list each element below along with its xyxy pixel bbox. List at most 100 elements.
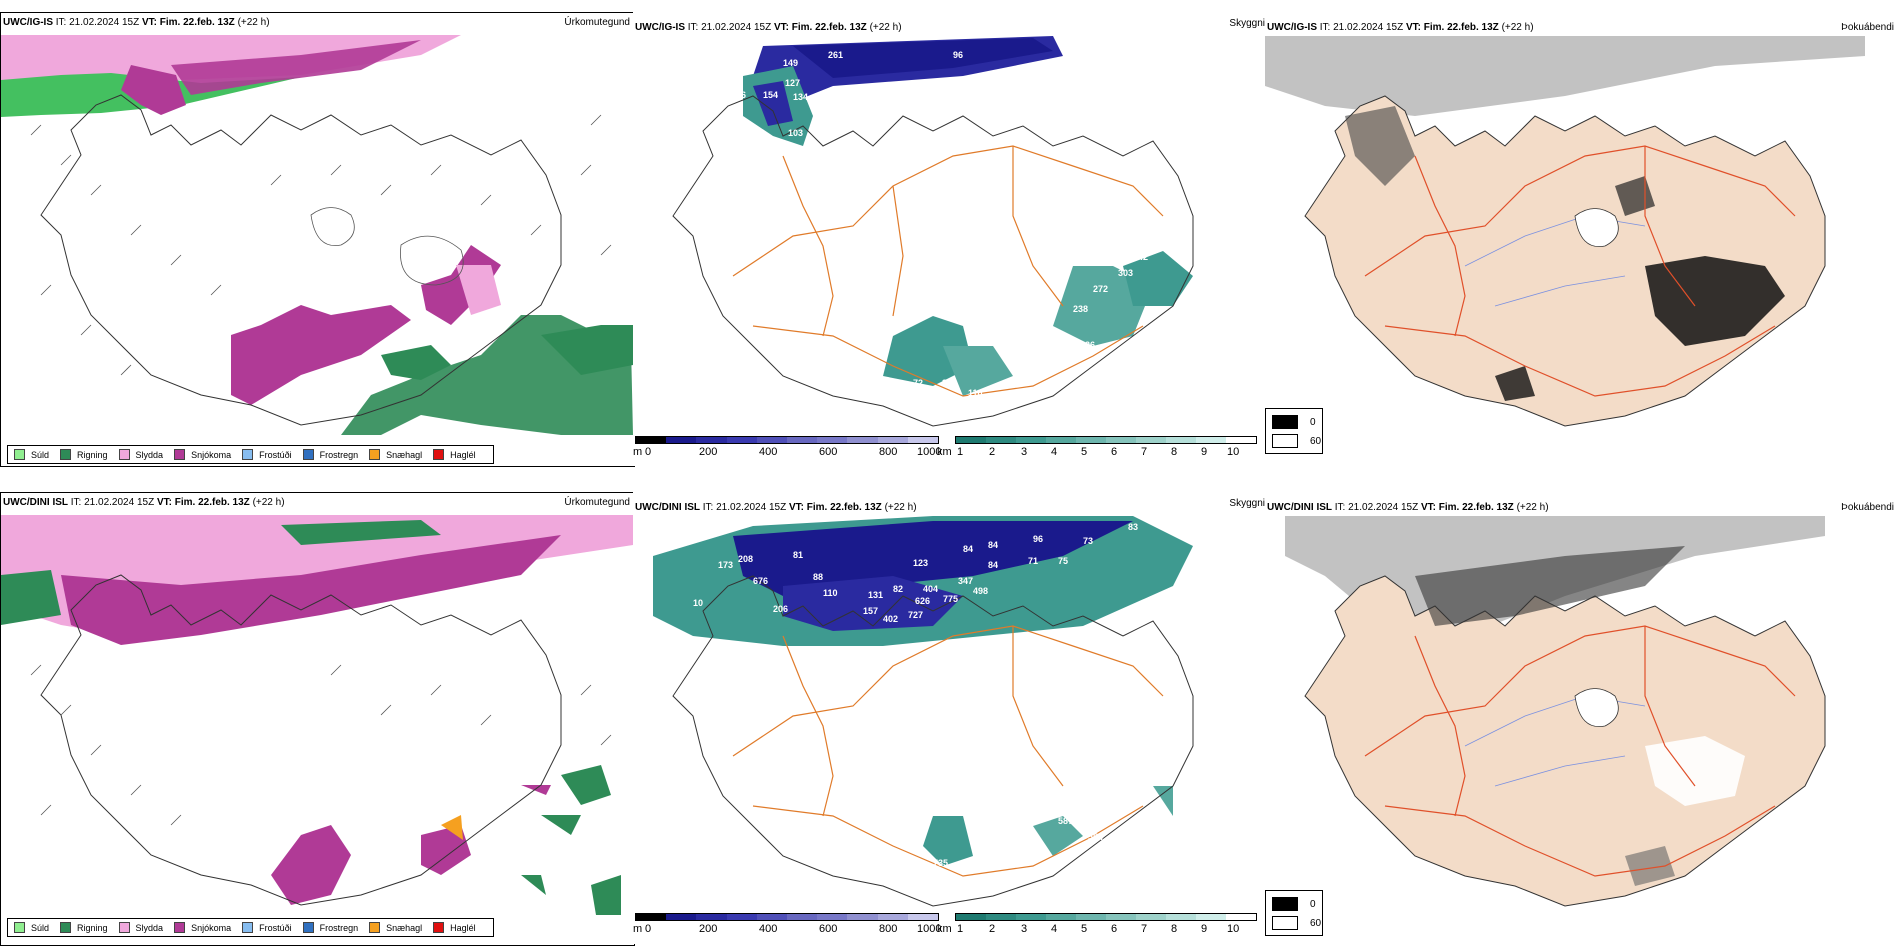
svg-text:173: 173 <box>718 560 733 570</box>
tick: 800 <box>879 446 898 458</box>
legend-item: Frostregn <box>302 449 358 460</box>
visibility-legend: 0 60 <box>1265 890 1323 936</box>
legend-item: Snæhagl <box>369 449 422 460</box>
legend-item: Snjókoma <box>174 449 231 460</box>
height-unit: m <box>633 923 643 935</box>
tick: 7 <box>1141 446 1148 458</box>
tick: 1 <box>957 446 964 458</box>
legend-item: Slydda <box>118 449 163 460</box>
height-colorbar: m 0 200 400 600 800 1000 <box>633 913 943 943</box>
svg-text:554: 554 <box>1088 832 1103 842</box>
svg-text:110: 110 <box>823 588 838 598</box>
svg-text:88: 88 <box>813 572 823 582</box>
legend-item: Haglél <box>433 922 476 933</box>
km-unit: km <box>937 923 952 935</box>
height-colorbar: m 0 200 400 600 800 1000 <box>633 436 943 466</box>
panel-name: Skyggni <box>1229 498 1265 509</box>
height-unit: m <box>633 446 643 458</box>
svg-text:84: 84 <box>988 560 998 570</box>
legend-item: Rigning <box>60 922 108 933</box>
tick: 4 <box>1051 446 1058 458</box>
tick: 400 <box>759 923 778 935</box>
precip-legend: Súld Rigning Slydda Snjókoma Frostúði Fr… <box>7 445 494 464</box>
svg-text:332: 332 <box>942 378 957 388</box>
tick: 600 <box>819 923 838 935</box>
svg-text:347: 347 <box>958 576 973 586</box>
tick: 0 <box>645 923 652 935</box>
panel-precip-type-bottom: UWC/DINI ISL IT: 21.02.2024 15Z VT: Fim.… <box>0 492 635 946</box>
tick: 600 <box>819 446 838 458</box>
panel-name: Úrkomutegund <box>564 17 630 28</box>
svg-text:73: 73 <box>1083 536 1093 546</box>
tick: 9 <box>1201 446 1208 458</box>
svg-text:303: 303 <box>1118 268 1133 278</box>
tick: 8 <box>1171 923 1178 935</box>
legend-item: Snjókoma <box>174 922 231 933</box>
tick: 200 <box>699 446 718 458</box>
tick: 10 <box>1227 923 1240 935</box>
legend-item: Frostúði <box>242 922 292 933</box>
km-unit: km <box>937 446 952 458</box>
panel-cloudbase-bottom: UWC/DINI ISL IT: 21.02.2024 15Z VT: Fim.… <box>1265 492 1900 944</box>
legend-item: Frostúði <box>242 449 292 460</box>
svg-text:775: 775 <box>943 594 958 604</box>
panel-title: UWC/IG-IS IT: 21.02.2024 15Z VT: Fim. 22… <box>3 17 270 28</box>
svg-text:123: 123 <box>913 558 928 568</box>
tick: 10 <box>1227 446 1240 458</box>
tick: 1 <box>957 923 964 935</box>
svg-text:157: 157 <box>863 606 878 616</box>
panel-title: UWC/DINI ISL IT: 21.02.2024 15Z VT: Fim.… <box>3 497 285 508</box>
tick: 6 <box>1111 446 1118 458</box>
svg-text:96: 96 <box>953 50 963 60</box>
tick: 2 <box>989 446 996 458</box>
tick: 0 <box>645 446 652 458</box>
svg-text:676: 676 <box>753 576 768 586</box>
panel-name: Þokuábendi <box>1841 502 1894 513</box>
legend-item: Rigning <box>60 449 108 460</box>
svg-text:208: 208 <box>738 554 753 564</box>
svg-text:84: 84 <box>988 540 998 550</box>
panel-precip-type-top: UWC/IG-IS IT: 21.02.2024 15Z VT: Fim. 22… <box>0 12 635 467</box>
svg-text:131: 131 <box>868 590 883 600</box>
svg-text:127: 127 <box>785 78 800 88</box>
svg-text:91: 91 <box>1153 516 1163 524</box>
cloudbase-map <box>1265 36 1895 466</box>
legend-item: Haglél <box>433 449 476 460</box>
panel-title: UWC/DINI ISL IT: 21.02.2024 15Z VT: Fim.… <box>1267 502 1549 513</box>
svg-text:342: 342 <box>1133 252 1148 262</box>
svg-text:96: 96 <box>736 90 746 100</box>
svg-text:261: 261 <box>828 50 843 60</box>
svg-text:158: 158 <box>983 395 998 405</box>
svg-text:134: 134 <box>793 92 808 102</box>
visibility-legend: 0 60 <box>1265 408 1323 454</box>
svg-text:82: 82 <box>893 584 903 594</box>
precip-map <box>1 515 633 915</box>
precip-legend: Súld Rigning Slydda Snjókoma Frostúði Fr… <box>7 918 494 937</box>
tick: 7 <box>1141 923 1148 935</box>
svg-text:81: 81 <box>793 550 803 560</box>
tick: 400 <box>759 446 778 458</box>
tick: 5 <box>1081 446 1088 458</box>
svg-text:72: 72 <box>913 378 923 388</box>
tick: 4 <box>1051 923 1058 935</box>
svg-text:326: 326 <box>1080 340 1095 350</box>
svg-text:402: 402 <box>883 614 898 624</box>
svg-text:110: 110 <box>968 388 983 398</box>
km-colorbar: km 1 2 3 4 5 6 7 8 9 10 <box>937 436 1265 466</box>
tick: 800 <box>879 923 898 935</box>
svg-text:84: 84 <box>963 544 973 554</box>
km-colorbar: km 1 2 3 4 5 6 7 8 9 10 <box>937 913 1265 943</box>
svg-text:71: 71 <box>1028 556 1038 566</box>
panel-cloudbase-top: UWC/IG-IS IT: 21.02.2024 15Z VT: Fim. 22… <box>1265 12 1900 466</box>
svg-text:154: 154 <box>763 90 778 100</box>
svg-text:404: 404 <box>923 584 938 594</box>
legend-item: Frostregn <box>302 922 358 933</box>
panel-title: UWC/IG-IS IT: 21.02.2024 15Z VT: Fim. 22… <box>635 22 902 33</box>
panel-visibility-bottom: UWC/DINI ISL IT: 21.02.2024 15Z VT: Fim.… <box>633 492 1265 944</box>
legend-item: Súld <box>14 449 49 460</box>
panel-name: Þokuábendi <box>1841 22 1894 33</box>
tick: 8 <box>1171 446 1178 458</box>
tick: 1000 <box>917 923 942 935</box>
svg-text:238: 238 <box>1073 304 1088 314</box>
svg-text:83: 83 <box>1128 522 1138 532</box>
